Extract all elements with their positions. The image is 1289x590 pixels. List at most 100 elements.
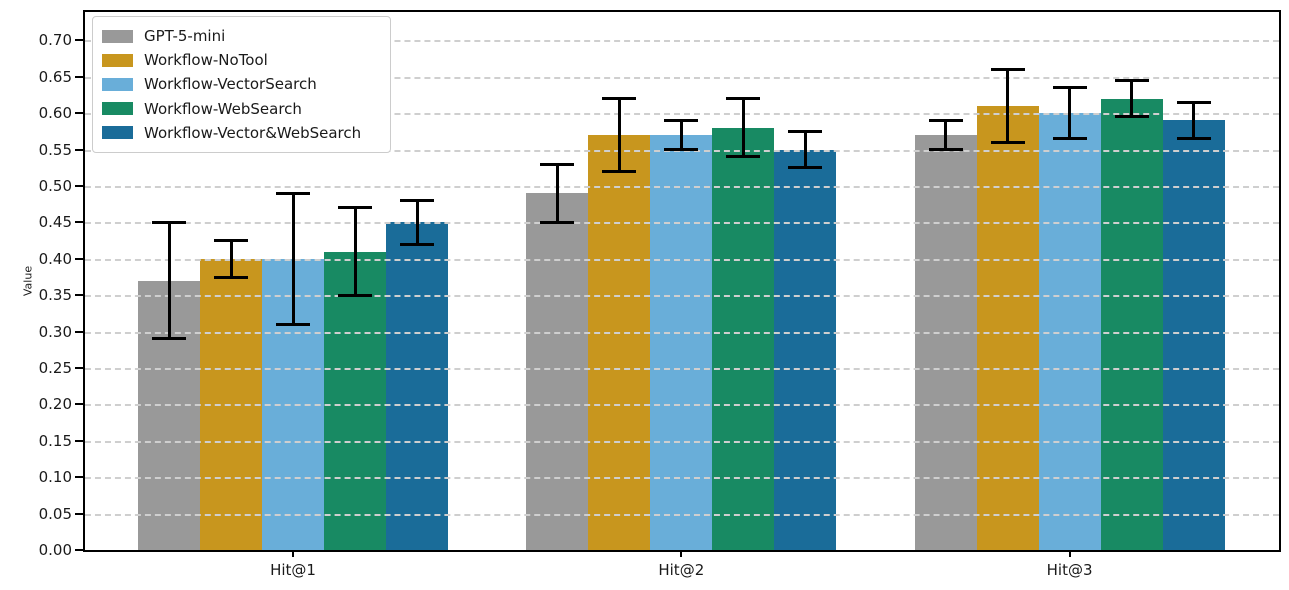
plot-area: Value 0.00 0.05 0.10 0.15 0.20 0.25 0.30 0.35 0.… xyxy=(22,10,1281,579)
gridlines-layer xyxy=(85,12,1279,550)
gridline xyxy=(85,295,1279,298)
x-tick-mark xyxy=(292,550,294,557)
legend-item: GPT-5-mini xyxy=(102,27,381,45)
bar xyxy=(650,135,713,550)
legend-swatch xyxy=(102,77,133,91)
bar xyxy=(526,193,589,550)
gridline xyxy=(85,477,1279,480)
error-bar-line xyxy=(679,120,683,150)
gridline xyxy=(85,404,1279,407)
y-tick-label: 0.50 xyxy=(38,177,72,195)
error-bar-cap xyxy=(664,148,699,152)
y-tick-label: 0.25 xyxy=(38,359,72,377)
y-tick-label: 0.70 xyxy=(38,31,72,50)
error-bar-cap xyxy=(990,68,1025,72)
error-bar-line xyxy=(1192,102,1196,139)
y-tick-label: 0.55 xyxy=(38,140,72,159)
gridline xyxy=(85,113,1279,116)
error-bar-cap xyxy=(338,293,372,297)
error-bar-cap xyxy=(928,148,963,152)
error-bar-cap xyxy=(726,97,761,101)
error-bar-line xyxy=(803,131,807,168)
y-tick-mark xyxy=(75,257,83,260)
gridline xyxy=(85,440,1279,443)
error-bar-cap xyxy=(152,337,186,341)
error-bar-cap xyxy=(1052,86,1087,90)
error-bar-cap xyxy=(276,322,310,326)
error-bars-layer xyxy=(85,12,1279,550)
error-bar-line xyxy=(1006,69,1010,143)
y-tick-mark xyxy=(75,330,83,333)
error-bar-cap xyxy=(990,140,1025,144)
y-axis: 0.00 0.05 0.10 0.15 0.20 0.25 0.30 0.35 0.40 0.45… xyxy=(39,12,1279,559)
y-tick-label: 0.60 xyxy=(38,104,72,123)
y-tick-label: 0.00 xyxy=(38,541,72,559)
error-bar-cap xyxy=(400,199,434,203)
error-bar-cap xyxy=(400,242,434,246)
legend-swatch xyxy=(102,126,133,140)
legend-label: Workflow-WebSearch xyxy=(144,99,302,118)
error-bar-cap xyxy=(788,129,823,133)
y-tick-mark xyxy=(75,39,83,42)
legend-item: Workflow-Vector&WebSearch xyxy=(102,124,381,142)
legend-item: Workflow-WebSearch xyxy=(102,100,381,118)
y-tick-mark xyxy=(75,476,83,479)
gridline xyxy=(85,186,1279,188)
y-tick-label: 0.40 xyxy=(38,249,72,268)
y-tick-mark xyxy=(75,403,83,406)
legend-label: Workflow-Vector&WebSearch xyxy=(144,123,362,142)
y-tick-mark xyxy=(75,439,83,442)
legend-swatch xyxy=(102,102,133,116)
x-tick-label: Hit@1 xyxy=(270,561,316,579)
bar xyxy=(1100,98,1163,550)
y-tick-label: 0.20 xyxy=(38,395,72,414)
error-bar-cap xyxy=(1176,137,1211,141)
legend-swatch xyxy=(102,53,133,67)
y-tick-mark xyxy=(75,512,83,515)
error-bar-cap xyxy=(276,191,310,195)
y-tick-label: 0.10 xyxy=(38,468,72,487)
bar xyxy=(324,251,386,550)
gridline xyxy=(85,368,1279,370)
bar xyxy=(712,127,775,550)
legend-item: Workflow-NoTool xyxy=(102,51,381,69)
error-bar-cap xyxy=(1176,100,1211,104)
error-bar-line xyxy=(353,207,357,296)
error-bar-cap xyxy=(540,162,575,166)
error-bar-cap xyxy=(214,275,248,279)
error-bar-cap xyxy=(602,97,637,101)
y-tick-mark xyxy=(75,185,83,187)
legend-label: GPT-5-mini xyxy=(144,27,226,46)
error-bar-line xyxy=(291,193,295,325)
legend: GPT-5-mini Workflow-NoTool Workflow-Vector… xyxy=(92,16,391,153)
error-bar-cap xyxy=(152,220,186,224)
gridline xyxy=(85,513,1279,516)
error-bar-line xyxy=(415,200,419,245)
legend-swatch xyxy=(102,29,133,43)
error-bar-cap xyxy=(1052,137,1087,141)
y-tick-label: 0.30 xyxy=(38,322,72,341)
error-bar-line xyxy=(617,98,621,172)
error-bar-cap xyxy=(338,206,372,210)
bar xyxy=(1162,120,1225,550)
bar xyxy=(386,222,448,550)
error-bar-cap xyxy=(726,155,761,159)
error-bar-cap xyxy=(540,220,575,224)
bar xyxy=(588,135,651,550)
error-bar-line xyxy=(741,98,745,157)
error-bar-cap xyxy=(664,118,699,122)
legend-label: Workflow-VectorSearch xyxy=(144,75,317,94)
bar xyxy=(774,149,837,550)
legend-label: Workflow-NoTool xyxy=(144,51,268,70)
gridline xyxy=(85,76,1279,79)
x-axis: Hit@1 Hit@2 Hit@3 xyxy=(85,12,1279,579)
y-tick-mark xyxy=(75,549,83,551)
gridline xyxy=(85,331,1279,334)
error-bar-cap xyxy=(928,118,963,122)
bar xyxy=(914,135,977,550)
y-tick-mark xyxy=(75,367,83,369)
error-bar-line xyxy=(555,164,559,223)
y-tick-label: 0.15 xyxy=(38,431,72,450)
gridline xyxy=(85,222,1279,225)
